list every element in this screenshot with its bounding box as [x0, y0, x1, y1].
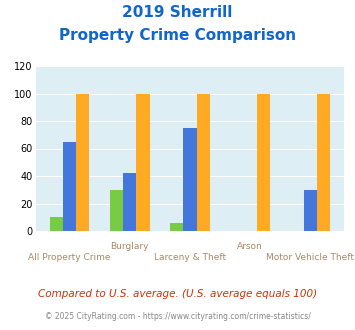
Bar — [257, 93, 270, 231]
Bar — [63, 142, 76, 231]
Text: Property Crime Comparison: Property Crime Comparison — [59, 28, 296, 43]
Bar — [50, 217, 63, 231]
Text: Compared to U.S. average. (U.S. average equals 100): Compared to U.S. average. (U.S. average … — [38, 289, 317, 299]
Bar — [110, 190, 123, 231]
Text: © 2025 CityRating.com - https://www.cityrating.com/crime-statistics/: © 2025 CityRating.com - https://www.city… — [45, 312, 310, 321]
Text: Arson: Arson — [237, 242, 263, 251]
Bar — [170, 223, 183, 231]
Text: Burglary: Burglary — [110, 242, 149, 251]
Text: All Property Crime: All Property Crime — [28, 253, 111, 262]
Text: Motor Vehicle Theft: Motor Vehicle Theft — [267, 253, 354, 262]
Bar — [183, 128, 197, 231]
Bar — [76, 93, 89, 231]
Text: Larceny & Theft: Larceny & Theft — [154, 253, 226, 262]
Bar — [123, 173, 136, 231]
Bar — [317, 93, 330, 231]
Bar — [304, 190, 317, 231]
Bar — [197, 93, 210, 231]
Text: 2019 Sherrill: 2019 Sherrill — [122, 5, 233, 20]
Bar — [136, 93, 149, 231]
